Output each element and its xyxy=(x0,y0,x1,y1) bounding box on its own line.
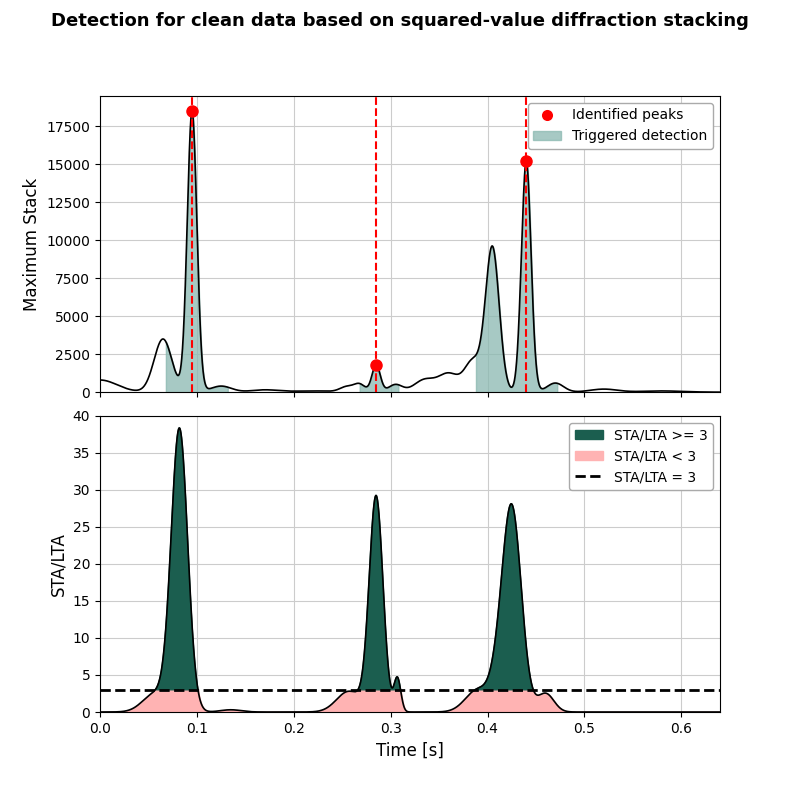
Legend: STA/LTA >= 3, STA/LTA < 3, STA/LTA = 3: STA/LTA >= 3, STA/LTA < 3, STA/LTA = 3 xyxy=(570,422,713,490)
Y-axis label: STA/LTA: STA/LTA xyxy=(49,532,67,596)
Legend: Identified peaks, Triggered detection: Identified peaks, Triggered detection xyxy=(528,103,713,149)
X-axis label: Time [s]: Time [s] xyxy=(376,742,444,759)
Y-axis label: Maximum Stack: Maximum Stack xyxy=(23,178,41,310)
Text: Detection for clean data based on squared-value diffraction stacking: Detection for clean data based on square… xyxy=(51,12,749,30)
